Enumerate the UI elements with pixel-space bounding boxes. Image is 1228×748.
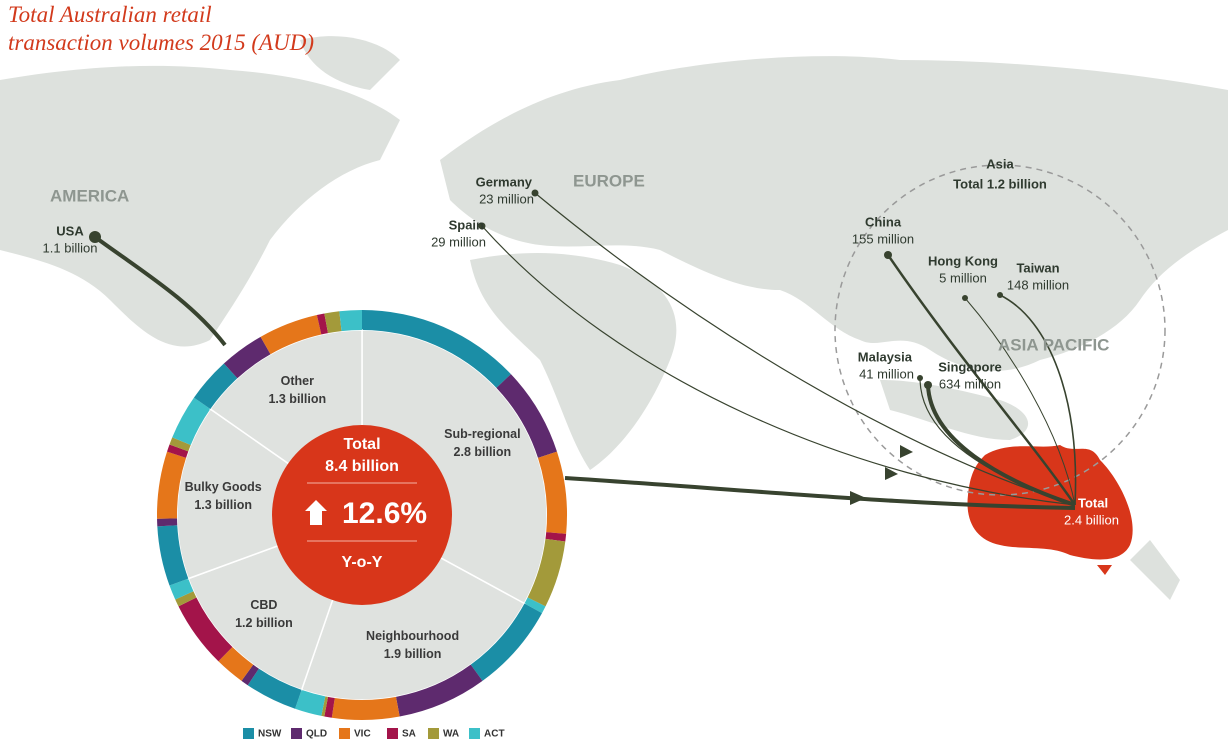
ring-segment [169,578,194,600]
ring-segment [339,310,362,332]
origin-name: Hong Kong [928,253,998,268]
ring-segment [395,664,483,717]
segment-name: Sub-regional [444,427,520,441]
total-circle [272,425,452,605]
ring-segment [470,603,543,681]
legend-label: ACT [484,729,505,740]
ring-segment [260,315,322,355]
legend-swatch [291,728,302,739]
origin-labels: USA 1.1 billion Germany 23 million Spain 29 m… [43,174,1119,527]
origin-value: 155 million [852,231,914,246]
ring-segment [321,696,329,717]
ring-segment [316,313,329,335]
ring-segment [362,310,511,388]
total-label: Total [343,436,380,453]
legend-swatch [243,728,254,739]
asia-total: Total 1.2 billion [953,176,1047,191]
donut: Sub-regional 2.8 billion Neighbourhood 1.9 … [157,310,567,720]
ring-segment [537,451,567,534]
ring-segment [324,696,335,718]
title-line: Total Australian retail [8,2,212,27]
origin-name: China [865,214,902,229]
region-label: ASIA PACIFIC [998,335,1109,354]
legend-label: NSW [258,729,282,740]
ring-segment [175,591,197,607]
asia-circle [834,164,1166,496]
origin-value: 41 million [859,366,914,381]
origin-name: Taiwan [1016,260,1059,275]
segment-value: 1.3 billion [194,498,252,512]
legend-swatch [339,728,350,739]
title-line: transaction volumes 2015 (AUD) [8,30,314,55]
ring-segment [167,444,189,458]
legend: NSW QLD VIC SA WA ACT [243,728,505,740]
origin-value: 29 million [431,234,486,249]
ring-segment [496,374,557,458]
ring-segment [169,437,191,452]
ring-segment [331,696,400,720]
ring-segment [157,518,178,527]
ring-segment [324,311,342,334]
legend-swatch [469,728,480,739]
growth-label: Y-o-Y [342,554,383,571]
origin-value: 148 million [1007,277,1069,292]
ring-segment [295,689,326,716]
ring-segment [178,597,233,662]
segment-name: CBD [250,598,277,612]
origin-value: 634 million [939,376,1001,391]
origin-value: 23 million [479,191,534,206]
segment-value: 1.9 billion [384,647,442,661]
ring-segment [524,597,546,614]
tasmania [1097,565,1112,575]
origin-name: USA [56,223,84,238]
segment-name: Neighbourhood [366,629,459,643]
ring-segment [241,664,259,686]
destination-name: Total [1078,495,1108,510]
legend-label: QLD [306,729,327,740]
legend-label: SA [402,729,416,740]
ring-segment [527,538,566,607]
flow-lines [89,189,1077,510]
up-arrow [305,500,327,525]
segment-value: 1.3 billion [268,392,326,406]
destination-value: 2.4 billion [1064,512,1119,527]
origin-name: Malaysia [858,349,913,364]
ring-segment [247,668,302,709]
ring-segment [193,363,238,410]
ring-segment [157,525,189,586]
legend-label: WA [443,729,459,740]
region-label: EUROPE [573,171,645,190]
ring-segment [223,336,271,379]
asia-label: Asia [986,156,1014,171]
ring-segment [157,451,187,519]
world-map [0,36,1228,600]
segment-name: Other [281,374,314,388]
origin-value: 1.1 billion [43,240,98,255]
ring-segment [218,647,254,681]
legend-label: VIC [354,729,371,740]
region-label: AMERICA [50,186,129,205]
total-value: 8.4 billion [325,458,399,475]
segment-value: 2.8 billion [454,445,512,459]
growth: 12.6% [342,497,427,530]
ring-segment [172,397,211,445]
segment-name: Bulky Goods [185,480,262,494]
origin-value: 5 million [939,270,987,285]
legend-swatch [428,728,439,739]
origin-name: Germany [476,174,533,189]
ring-segment [545,532,567,542]
origin-name: Spain [449,217,484,232]
origin-name: Singapore [938,359,1002,374]
segment-value: 1.2 billion [235,616,293,630]
legend-swatch [387,728,398,739]
